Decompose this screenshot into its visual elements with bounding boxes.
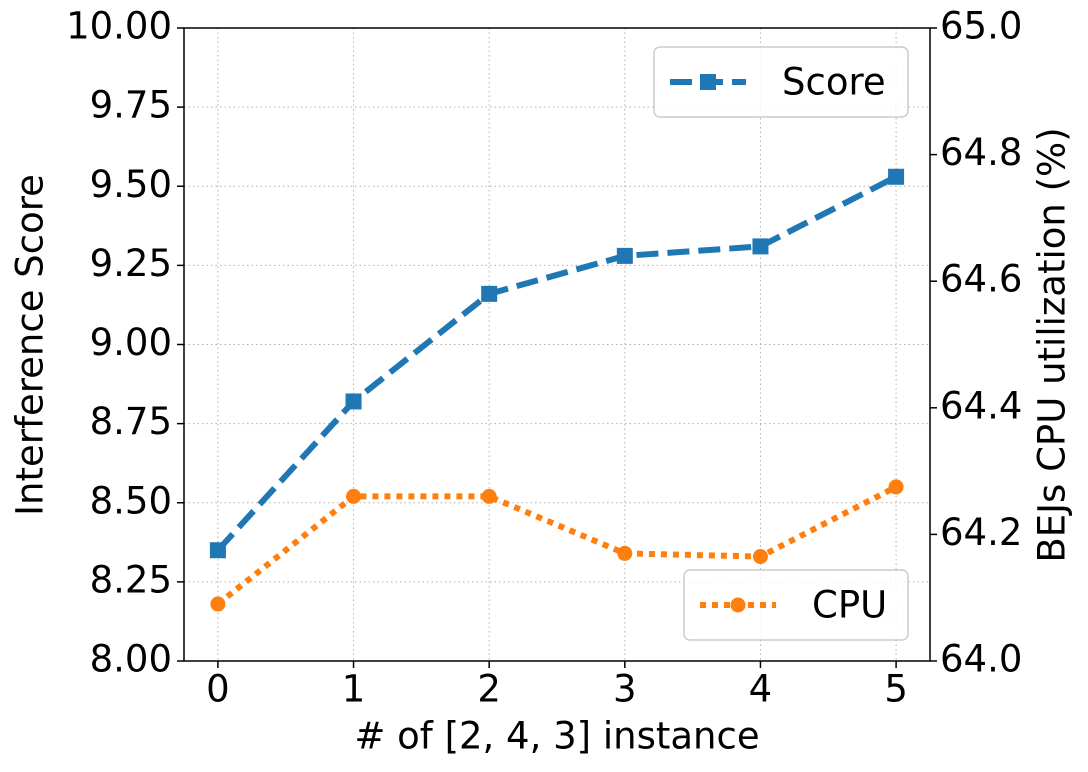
y2-tick-label: 64.2 bbox=[940, 511, 1022, 554]
data-point bbox=[617, 545, 633, 561]
y-axis-label: Interference Score bbox=[9, 174, 52, 516]
x-tick-label: 3 bbox=[613, 668, 637, 711]
y-tick-label: 9.75 bbox=[90, 84, 172, 127]
data-point bbox=[481, 488, 497, 504]
data-point bbox=[345, 393, 362, 410]
series-line bbox=[215, 174, 898, 553]
y-tick-label: 8.50 bbox=[90, 479, 172, 522]
y-tick-label: 10.00 bbox=[66, 5, 172, 48]
data-point bbox=[888, 168, 905, 185]
data-point bbox=[210, 596, 226, 612]
y2-axis-label: BEJs CPU utilization (%) bbox=[1031, 127, 1074, 562]
legend-marker bbox=[730, 597, 746, 613]
x-tick-label: 5 bbox=[884, 668, 908, 711]
legend: CPU bbox=[683, 569, 909, 641]
data-point bbox=[888, 479, 904, 495]
y-tick-label: 8.25 bbox=[90, 558, 172, 601]
y2-tick-label: 64.4 bbox=[940, 384, 1022, 427]
legend: Score bbox=[653, 46, 909, 118]
y-tick-label: 9.00 bbox=[90, 321, 172, 364]
x-axis-label: # of [2, 4, 3] instance bbox=[354, 715, 759, 758]
y-tick-label: 8.75 bbox=[90, 400, 172, 443]
legend-box bbox=[653, 46, 909, 118]
x-tick-label: 2 bbox=[477, 668, 501, 711]
y-tick-label: 8.00 bbox=[90, 638, 172, 681]
data-point bbox=[752, 549, 768, 565]
data-point bbox=[616, 247, 633, 264]
data-point bbox=[209, 542, 226, 559]
x-tick-label: 4 bbox=[749, 668, 773, 711]
x-tick-label: 0 bbox=[206, 668, 230, 711]
y2-tick-label: 65.0 bbox=[940, 5, 1022, 48]
legend-marker bbox=[700, 74, 716, 90]
legend-box bbox=[683, 569, 909, 641]
data-point bbox=[752, 238, 769, 255]
data-point bbox=[481, 285, 498, 302]
plot-frame bbox=[183, 27, 931, 662]
y2-tick-label: 64.6 bbox=[940, 258, 1022, 301]
y2-tick-label: 64.8 bbox=[940, 131, 1022, 174]
y2-tick-label: 64.0 bbox=[940, 638, 1022, 681]
series-line bbox=[216, 484, 898, 607]
legend-label: Score bbox=[782, 61, 886, 104]
y-tick-label: 9.25 bbox=[90, 242, 172, 285]
y-tick-label: 9.50 bbox=[90, 163, 172, 206]
legend-label: CPU bbox=[812, 584, 887, 627]
x-tick-label: 1 bbox=[342, 668, 366, 711]
data-point bbox=[346, 488, 362, 504]
